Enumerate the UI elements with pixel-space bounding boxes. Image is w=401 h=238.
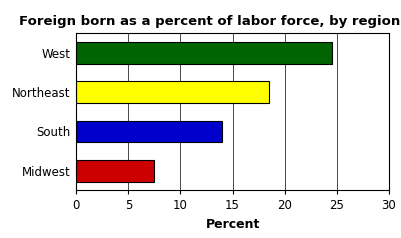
Bar — [76, 121, 222, 142]
Title: Foreign born as a percent of labor force, by region, 2007: Foreign born as a percent of labor force… — [19, 15, 401, 28]
X-axis label: Percent: Percent — [205, 218, 260, 231]
Bar — [76, 160, 154, 182]
Bar — [76, 42, 332, 64]
Bar — [76, 81, 269, 103]
